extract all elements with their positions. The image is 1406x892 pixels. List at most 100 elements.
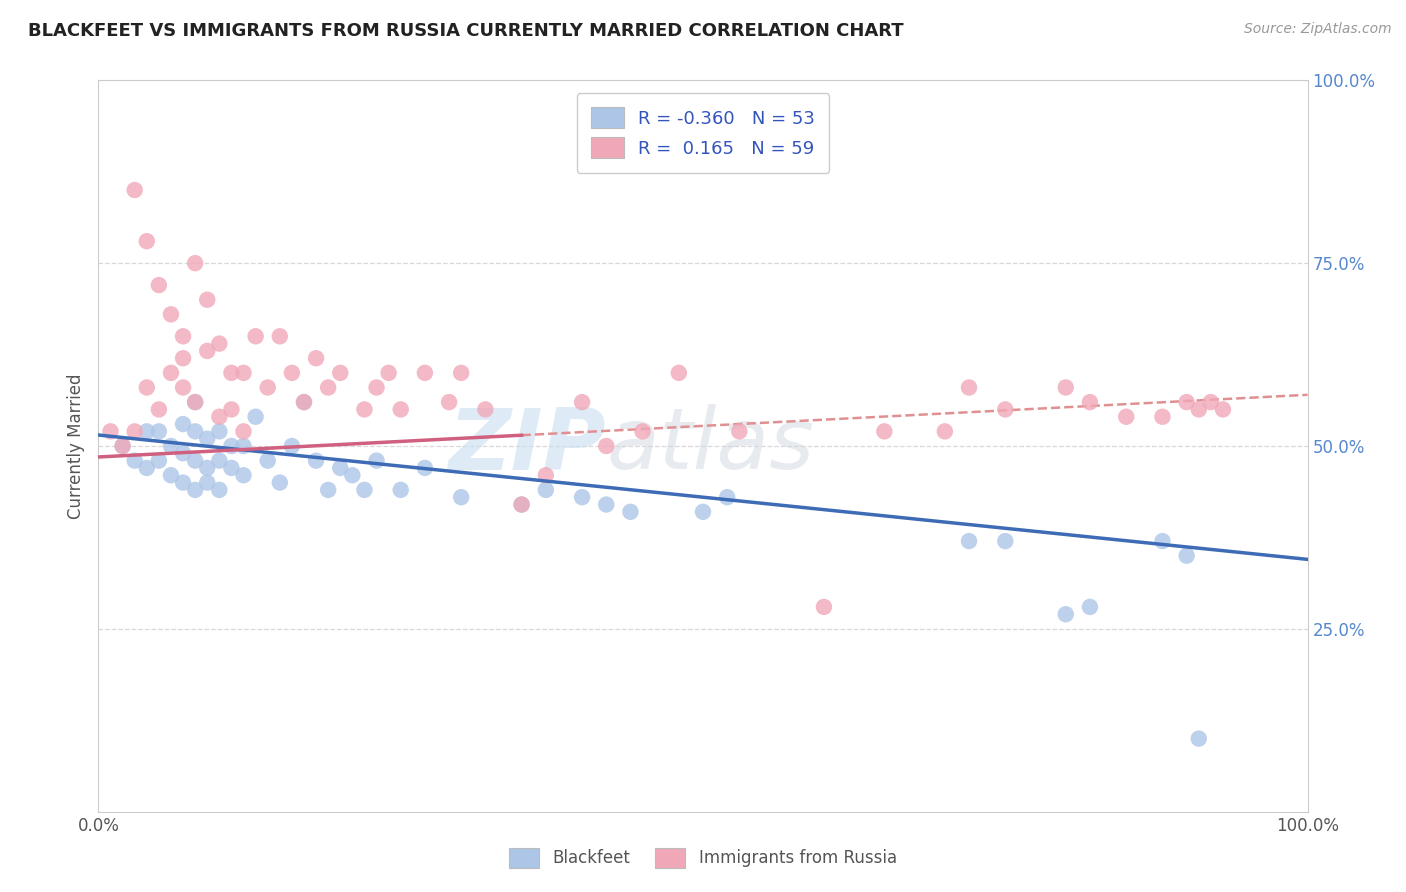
Point	[450, 490, 472, 504]
Point	[1078, 599, 1101, 614]
Point	[389, 402, 412, 417]
Point	[184, 483, 207, 497]
Point	[184, 256, 207, 270]
Point	[221, 402, 243, 417]
Point	[111, 439, 134, 453]
Point	[245, 409, 267, 424]
Point	[221, 366, 243, 380]
Point	[571, 490, 593, 504]
Point	[534, 483, 557, 497]
Legend: Blackfeet, Immigrants from Russia: Blackfeet, Immigrants from Russia	[498, 837, 908, 880]
Point	[1188, 402, 1211, 417]
Point	[195, 343, 218, 358]
Point	[160, 439, 183, 453]
Point	[1115, 409, 1137, 424]
Point	[111, 439, 134, 453]
Point	[148, 425, 170, 439]
Point	[195, 461, 218, 475]
Text: atlas: atlas	[606, 404, 814, 488]
Point	[172, 329, 194, 343]
Point	[366, 380, 388, 394]
Point	[329, 461, 352, 475]
Point	[184, 453, 207, 467]
Point	[232, 366, 254, 380]
Point	[1152, 409, 1174, 424]
Point	[221, 461, 243, 475]
Point	[195, 293, 218, 307]
Point	[450, 366, 472, 380]
Point	[160, 366, 183, 380]
Point	[631, 425, 654, 439]
Point	[413, 461, 436, 475]
Point	[934, 425, 956, 439]
Point	[172, 380, 194, 394]
Point	[1175, 549, 1198, 563]
Point	[208, 483, 231, 497]
Point	[135, 234, 157, 248]
Point	[1078, 395, 1101, 409]
Point	[389, 483, 412, 497]
Point	[195, 432, 218, 446]
Point	[172, 417, 194, 431]
Point	[994, 402, 1017, 417]
Point	[510, 498, 533, 512]
Legend: R = -0.360   N = 53, R =  0.165   N = 59: R = -0.360 N = 53, R = 0.165 N = 59	[576, 93, 830, 172]
Point	[437, 395, 460, 409]
Point	[160, 468, 183, 483]
Point	[245, 329, 267, 343]
Point	[208, 453, 231, 467]
Point	[728, 425, 751, 439]
Point	[474, 402, 496, 417]
Point	[342, 468, 364, 483]
Point	[124, 453, 146, 467]
Point	[172, 446, 194, 460]
Point	[135, 461, 157, 475]
Point	[172, 475, 194, 490]
Point	[571, 395, 593, 409]
Point	[534, 468, 557, 483]
Point	[305, 351, 328, 366]
Point	[148, 278, 170, 293]
Point	[305, 453, 328, 467]
Point	[595, 498, 617, 512]
Point	[1199, 395, 1222, 409]
Y-axis label: Currently Married: Currently Married	[66, 373, 84, 519]
Point	[377, 366, 399, 380]
Point	[366, 453, 388, 467]
Point	[100, 425, 122, 439]
Point	[292, 395, 315, 409]
Point	[1054, 607, 1077, 622]
Point	[148, 453, 170, 467]
Text: BLACKFEET VS IMMIGRANTS FROM RUSSIA CURRENTLY MARRIED CORRELATION CHART: BLACKFEET VS IMMIGRANTS FROM RUSSIA CURR…	[28, 22, 904, 40]
Point	[208, 336, 231, 351]
Point	[619, 505, 641, 519]
Point	[256, 380, 278, 394]
Point	[413, 366, 436, 380]
Point	[716, 490, 738, 504]
Point	[957, 380, 980, 394]
Point	[184, 395, 207, 409]
Point	[510, 498, 533, 512]
Point	[329, 366, 352, 380]
Point	[292, 395, 315, 409]
Point	[1054, 380, 1077, 394]
Point	[281, 366, 304, 380]
Point	[256, 453, 278, 467]
Point	[184, 395, 207, 409]
Point	[232, 425, 254, 439]
Point	[1212, 402, 1234, 417]
Point	[873, 425, 896, 439]
Point	[208, 425, 231, 439]
Text: ZIP: ZIP	[449, 404, 606, 488]
Point	[1152, 534, 1174, 549]
Point	[124, 183, 146, 197]
Point	[232, 439, 254, 453]
Point	[957, 534, 980, 549]
Point	[135, 380, 157, 394]
Point	[184, 425, 207, 439]
Point	[1188, 731, 1211, 746]
Point	[172, 351, 194, 366]
Point	[281, 439, 304, 453]
Point	[208, 409, 231, 424]
Point	[232, 468, 254, 483]
